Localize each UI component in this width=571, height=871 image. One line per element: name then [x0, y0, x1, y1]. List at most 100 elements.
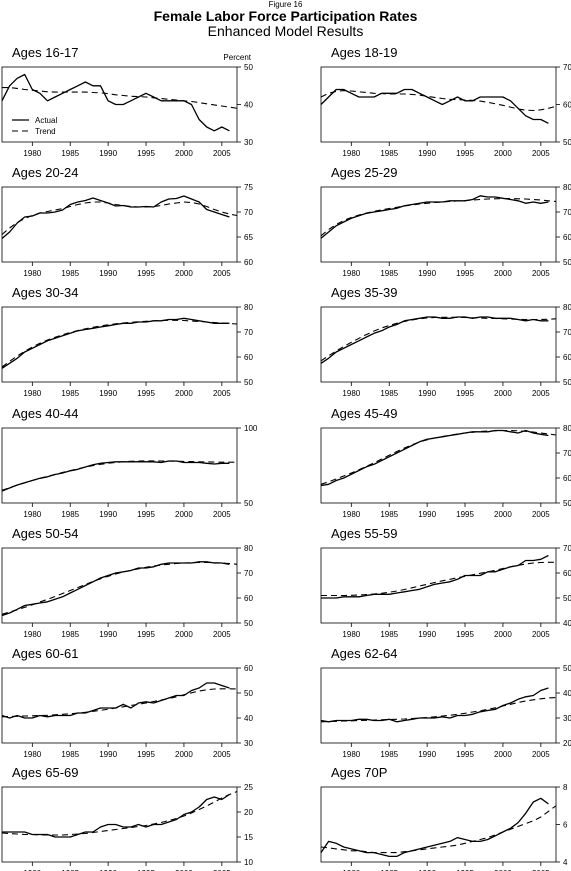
x-tick-label: 2005	[213, 630, 231, 639]
chart-panel-8: Ages 45-49 1980 1985 1990 1995 2000 2005 50 60 70…	[320, 406, 571, 519]
panel-title: Ages 40-44	[12, 406, 79, 421]
x-tick-label: 1985	[61, 630, 79, 639]
legend-actual-label: Actual	[35, 116, 57, 125]
plot-frame	[320, 306, 557, 383]
x-tick-label: 1995	[456, 869, 474, 871]
y-tick-label: 80	[563, 424, 571, 433]
x-tick-label: 2000	[494, 750, 512, 759]
plot-frame	[320, 186, 557, 263]
legend: Actual Trend	[12, 116, 57, 136]
y-tick-label: 60	[244, 353, 253, 362]
y-tick-label: 50	[244, 619, 253, 628]
trend-series-line	[1, 561, 238, 615]
y-tick-label: 8	[563, 783, 568, 792]
plot-frame	[1, 667, 238, 744]
y-tick-label: 60	[563, 569, 571, 578]
actual-series-line	[2, 793, 230, 838]
x-tick-label: 1995	[137, 269, 155, 278]
panel-title: Ages 16-17	[12, 45, 79, 60]
x-tick-label: 2005	[532, 149, 550, 158]
x-tick-label: 2005	[213, 510, 231, 519]
x-tick-label: 1985	[61, 869, 79, 871]
trend-series-line	[1, 460, 237, 491]
y-tick-label: 60	[244, 258, 253, 267]
plot-frame	[1, 186, 238, 263]
x-tick-label: 1990	[418, 510, 436, 519]
y-tick-label: 50	[563, 499, 571, 508]
x-tick-label: 1980	[23, 389, 41, 398]
actual-series-line	[321, 554, 549, 599]
x-tick-label: 1990	[99, 389, 117, 398]
x-tick-label: 2000	[175, 750, 193, 759]
y-tick-label: 60	[563, 101, 571, 110]
x-tick-label: 1985	[380, 750, 398, 759]
actual-series-line	[1, 561, 230, 617]
x-tick-label: 1985	[380, 869, 398, 871]
actual-series-line	[1, 682, 230, 719]
trend-series-line	[320, 197, 557, 237]
x-tick-label: 1990	[99, 269, 117, 278]
panel-title: Ages 30-34	[12, 285, 79, 300]
y-tick-label: 50	[563, 378, 571, 387]
figure-number: Figure 16	[268, 0, 303, 9]
y-tick-label: 40	[563, 619, 571, 628]
x-tick-label: 1995	[137, 510, 155, 519]
y-tick-label: 50	[244, 63, 253, 72]
y-tick-label: 20	[244, 808, 253, 817]
x-tick-label: 1985	[61, 149, 79, 158]
actual-series-line	[320, 429, 549, 487]
x-tick-label: 2005	[213, 750, 231, 759]
x-tick-label: 1985	[380, 630, 398, 639]
x-tick-label: 1990	[99, 149, 117, 158]
chart-panel-7: Ages 40-44 1980 1985 1990 1995 2000 2005 50 100	[1, 406, 258, 519]
panel-title: Ages 60-61	[12, 646, 79, 661]
x-tick-label: 1995	[137, 630, 155, 639]
y-tick-label: 50	[244, 378, 253, 387]
y-tick-label: 60	[563, 233, 571, 242]
x-tick-label: 2005	[532, 630, 550, 639]
trend-series-line	[321, 561, 556, 597]
x-tick-label: 1980	[342, 750, 360, 759]
x-tick-label: 1980	[23, 869, 41, 871]
x-tick-label: 1980	[23, 750, 41, 759]
y-tick-label: 80	[244, 544, 253, 553]
panel-title: Ages 55-59	[331, 526, 398, 541]
x-tick-label: 2000	[175, 510, 193, 519]
y-axis-unit-label: Percent	[223, 53, 251, 62]
y-tick-label: 75	[244, 183, 253, 192]
plot-frame	[1, 786, 238, 863]
y-tick-label: 60	[244, 664, 253, 673]
y-tick-label: 15	[244, 833, 253, 842]
actual-series-line	[1, 195, 230, 239]
x-tick-label: 2000	[175, 149, 193, 158]
x-tick-label: 1995	[456, 510, 474, 519]
y-tick-label: 20	[563, 739, 571, 748]
plot-frame	[320, 427, 557, 504]
x-tick-label: 1980	[342, 630, 360, 639]
plot-frame	[1, 427, 238, 504]
x-tick-label: 1985	[380, 510, 398, 519]
x-tick-label: 2005	[213, 389, 231, 398]
y-tick-label: 60	[244, 594, 253, 603]
trend-series-line	[2, 87, 238, 109]
x-tick-label: 1985	[380, 269, 398, 278]
panel-title: Ages 35-39	[331, 285, 398, 300]
x-tick-label: 2005	[532, 389, 550, 398]
chart-panel-11: Ages 60-61 1980 1985 1990 1995 2000 2005 30 40 50…	[1, 646, 253, 759]
x-tick-label: 1995	[456, 149, 474, 158]
x-tick-label: 2000	[494, 269, 512, 278]
y-tick-label: 30	[244, 739, 253, 748]
x-tick-label: 1990	[99, 630, 117, 639]
chart-panel-4: Ages 25-29 1980 1985 1990 1995 2000 2005 50 60 70…	[320, 165, 571, 278]
y-tick-label: 70	[563, 328, 571, 337]
trend-series-line	[320, 316, 557, 362]
chart-panel-2: Ages 18-19 1980 1985 1990 1995 2000 2005 50 60 70	[320, 45, 571, 158]
x-tick-label: 1990	[99, 510, 117, 519]
chart-panel-14: Ages 70P 1980 1985 1990 1995 2000 2005 4 6 8	[320, 765, 568, 871]
x-tick-label: 1990	[418, 750, 436, 759]
x-tick-label: 1995	[456, 750, 474, 759]
x-tick-label: 2000	[494, 510, 512, 519]
trend-series-line	[320, 805, 557, 854]
y-tick-label: 70	[244, 328, 253, 337]
y-tick-label: 30	[244, 138, 253, 147]
